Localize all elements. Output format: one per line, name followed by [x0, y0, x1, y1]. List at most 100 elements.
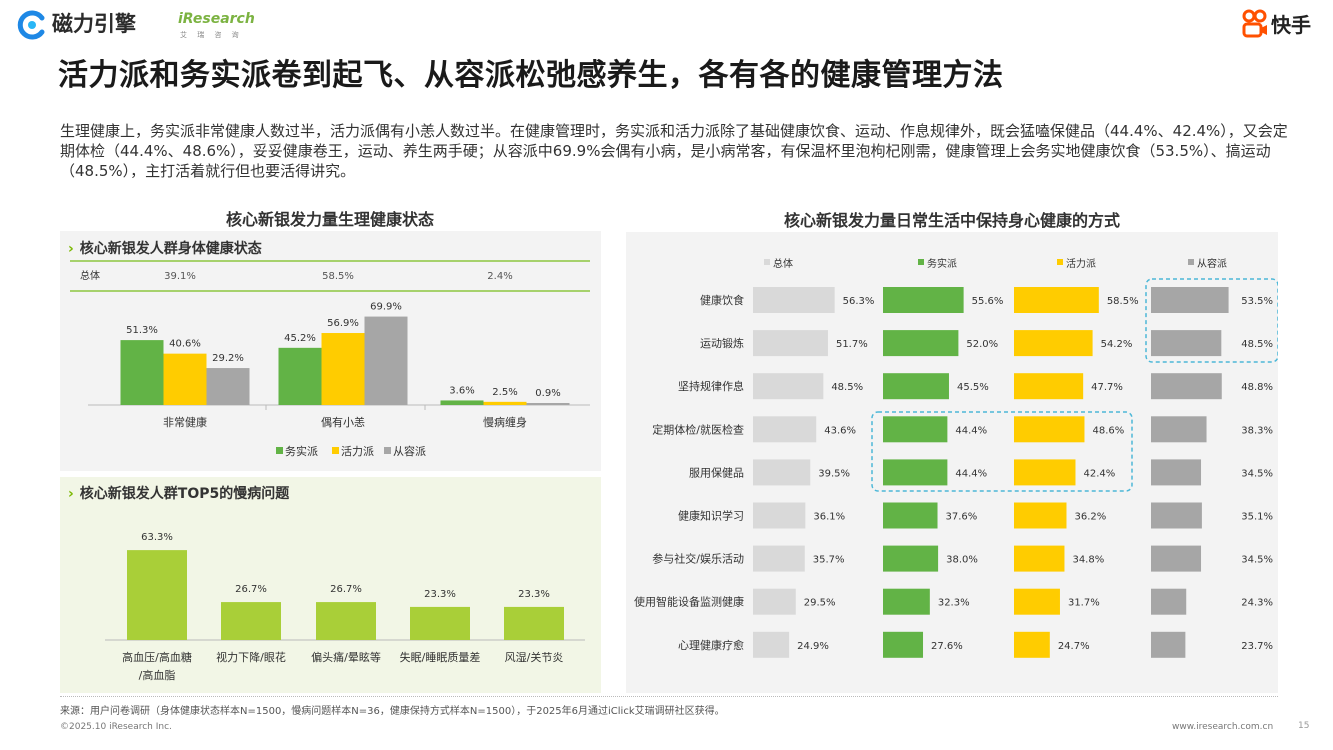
bar-从容派 — [1151, 545, 1202, 572]
y-tick-label: 健康知识学习 — [678, 509, 744, 523]
bar-从容派 — [1151, 631, 1186, 658]
bar-data-label: 0.9% — [535, 388, 560, 399]
x-tick-label: 偏头痛/晕眩等 — [311, 650, 381, 664]
y-tick-label: 定期体检/就医检查 — [652, 422, 744, 436]
left-section-title: 核心新银发力量生理健康状态 — [225, 210, 434, 229]
x-tick-label: 失眠/睡眠质量差 — [400, 650, 481, 664]
brand-kuaishou: 快手 — [1271, 13, 1311, 37]
bar-data-label: 42.4% — [1083, 468, 1115, 479]
legend-swatch-从容派 — [384, 447, 391, 454]
copyright: ©2025.10 iResearch Inc. — [60, 722, 172, 732]
x-tick-label: 偶有小恙 — [321, 415, 365, 429]
legend-label: 活力派 — [1066, 257, 1096, 270]
bar-务实派 — [278, 347, 322, 405]
kuaishou-logo-icon — [1242, 9, 1267, 38]
legend-label: 务实派 — [927, 257, 957, 270]
bar-data-label: 36.2% — [1074, 512, 1106, 523]
health-status-panel-title: 核心新银发人群身体健康状态 — [79, 241, 262, 257]
bar-chronic-disease — [504, 606, 564, 640]
bar-务实派 — [883, 330, 959, 357]
bar-data-label: 38.3% — [1241, 425, 1273, 436]
bar-data-label: 26.7% — [235, 584, 267, 595]
bar-务实派 — [883, 287, 964, 313]
x-tick-label: 风湿/关节炎 — [505, 650, 564, 664]
bar-务实派 — [883, 631, 924, 658]
bar-活力派 — [163, 353, 207, 405]
bar-data-label: 45.2% — [284, 333, 316, 344]
bar-活力派 — [483, 401, 527, 405]
health-status-chart: 总体 39.1% 58.5% 2.4% 51.3% 40.6% 29.2% 非常健康 45.2%… — [70, 260, 590, 458]
bar-总体 — [753, 545, 805, 572]
bar-data-label: 24.9% — [797, 641, 829, 652]
right-section-title: 核心新银发力量日常生活中保持身心健康的方式 — [783, 211, 1120, 230]
y-tick-label: 心理健康疗愈 — [678, 638, 744, 652]
chronic-disease-chart: 63.3% 高血压/高血糖/高血脂 26.7% 视力下降/眼花 26.7% 偏头痛/晕眩等… — [105, 532, 585, 682]
chronic-disease-panel-header: › 核心新银发人群TOP5的慢病问题 — [68, 483, 289, 503]
legend-label: 活力派 — [341, 445, 374, 458]
bar-chronic-disease — [221, 602, 281, 640]
bar-data-label: 48.5% — [1241, 339, 1273, 350]
bar-务实派 — [883, 459, 948, 486]
bar-data-label: 47.7% — [1091, 382, 1123, 393]
bar-data-label: 38.0% — [946, 555, 978, 566]
bar-data-label: 29.2% — [212, 353, 244, 364]
overall-value: 2.4% — [487, 271, 512, 282]
bar-务实派 — [883, 588, 930, 615]
bar-活力派 — [1014, 502, 1067, 529]
bar-总体 — [753, 416, 817, 443]
bar-活力派 — [1014, 287, 1099, 313]
highlight-box-calm — [1145, 278, 1278, 363]
bar-data-label: 40.6% — [169, 339, 201, 350]
bar-总体 — [753, 373, 824, 400]
bar-data-label: 54.2% — [1101, 339, 1133, 350]
health-methods-panel: 总体 务实派 活力派 从容派 健康饮食 56.3% 55.6% 58.5% 53.5% 运动锻炼 5… — [626, 232, 1278, 693]
bar-chronic-disease — [410, 606, 470, 640]
website: www.iresearch.com.cn — [1172, 722, 1274, 732]
bar-总体 — [753, 287, 835, 313]
page-number: 15 — [1298, 721, 1310, 731]
bar-务实派 — [440, 400, 484, 405]
bar-活力派 — [321, 333, 365, 405]
chronic-disease-panel-title: 核心新银发人群TOP5的慢病问题 — [79, 486, 290, 502]
y-tick-label: 坚持规律作息 — [678, 379, 744, 393]
overall-label: 总体 — [80, 269, 100, 282]
chevron-right-icon: › — [68, 486, 74, 502]
bar-data-label: 48.5% — [831, 382, 863, 393]
bar-活力派 — [1014, 373, 1084, 400]
bar-data-label: 35.7% — [813, 555, 845, 566]
bar-从容派 — [364, 316, 408, 405]
bar-data-label: 29.5% — [804, 598, 836, 609]
bar-从容派 — [206, 368, 250, 405]
bar-data-label: 23.3% — [518, 589, 550, 600]
bar-务实派 — [883, 416, 948, 443]
health-status-panel: › 核心新银发人群身体健康状态 总体 39.1% 58.5% 2.4% 51.3% 40.6… — [60, 231, 601, 471]
bar-从容派 — [526, 403, 570, 405]
health-status-panel-header: › 核心新银发人群身体健康状态 — [68, 238, 262, 258]
bar-data-label: 35.1% — [1241, 512, 1273, 523]
x-tick-label: 非常健康 — [163, 415, 207, 429]
bar-从容派 — [1151, 416, 1207, 443]
legend-label: 从容派 — [1197, 257, 1227, 270]
bar-总体 — [753, 502, 806, 529]
legend-label: 从容派 — [393, 444, 426, 458]
x-tick-label: 视力下降/眼花 — [216, 650, 286, 664]
legend-swatch-从容派 — [1188, 259, 1194, 265]
bar-data-label: 24.7% — [1058, 641, 1090, 652]
y-tick-label: 服用保健品 — [689, 465, 744, 479]
bar-活力派 — [1014, 330, 1093, 357]
bar-data-label: 34.8% — [1072, 555, 1104, 566]
legend-swatch-活力派 — [1057, 259, 1063, 265]
bar-data-label: 31.7% — [1068, 598, 1100, 609]
bar-data-label: 34.5% — [1241, 468, 1273, 479]
y-tick-label: 健康饮食 — [700, 293, 744, 307]
bar-活力派 — [1014, 631, 1050, 658]
bar-data-label: 48.8% — [1241, 382, 1273, 393]
bar-从容派 — [1151, 459, 1202, 486]
bar-data-label: 56.3% — [843, 296, 875, 307]
bar-data-label: 3.6% — [449, 385, 474, 396]
cili-engine-logo-icon — [17, 10, 45, 40]
bar-data-label: 69.9% — [370, 302, 402, 313]
bar-data-label: 23.3% — [424, 589, 456, 600]
bar-data-label: 2.5% — [492, 387, 517, 398]
